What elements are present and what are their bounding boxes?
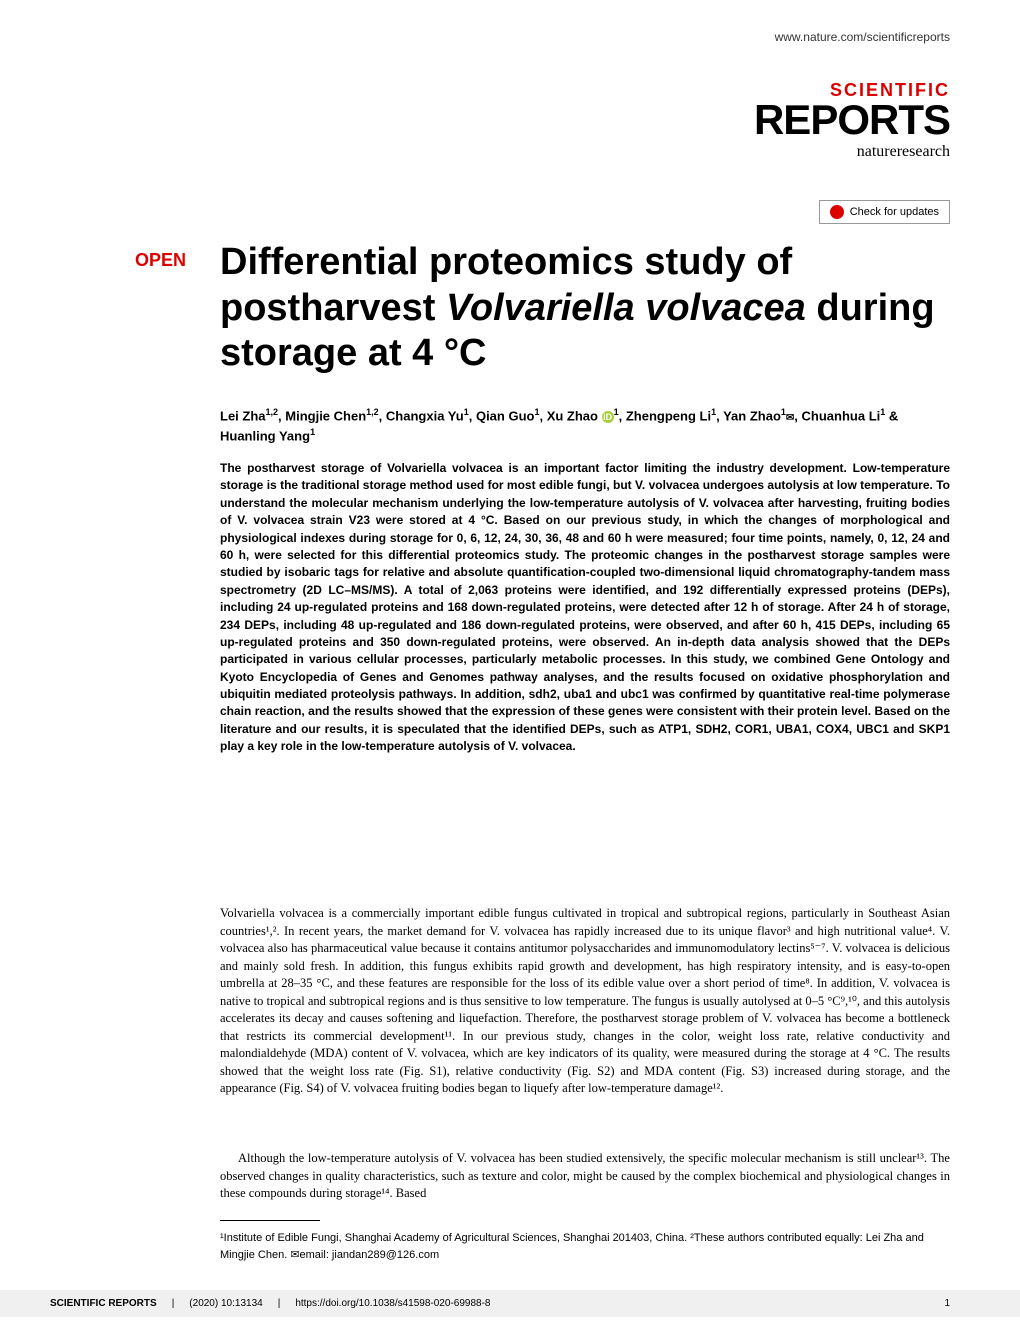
abstract: The postharvest storage of Volvariella v… bbox=[220, 460, 950, 756]
author-2: Mingjie Chen bbox=[285, 408, 366, 423]
affiliation-divider bbox=[220, 1220, 320, 1221]
footer-left: SCIENTIFIC REPORTS|(2020) 10:13134|https… bbox=[50, 1298, 490, 1309]
footer-doi: https://doi.org/10.1038/s41598-020-69988… bbox=[295, 1298, 490, 1309]
author-1-sup: 1,2 bbox=[266, 407, 279, 417]
author-6-sup: 1 bbox=[711, 407, 716, 417]
page-footer: SCIENTIFIC REPORTS|(2020) 10:13134|https… bbox=[0, 1290, 1020, 1317]
author-9-sup: 1 bbox=[310, 427, 315, 437]
title-italic: Volvariella volvacea bbox=[446, 287, 806, 329]
author-2-sup: 1,2 bbox=[366, 407, 379, 417]
author-6: Zhengpeng Li bbox=[626, 408, 711, 423]
orcid-icon[interactable]: iD bbox=[602, 411, 614, 423]
author-5-sup: 1 bbox=[614, 407, 619, 417]
article-title: Differential proteomics study of posthar… bbox=[220, 240, 950, 377]
check-updates-label: Check for updates bbox=[850, 206, 939, 218]
body-paragraph-1: Volvariella volvacea is a commercially i… bbox=[220, 905, 950, 1098]
footer-year: (2020) 10:13134 bbox=[189, 1298, 262, 1309]
body-paragraph-2: Although the low-temperature autolysis o… bbox=[220, 1150, 950, 1203]
journal-logo: SCIENTIFIC REPORTS natureresearch bbox=[754, 80, 950, 161]
author-8-sup: 1 bbox=[880, 407, 885, 417]
author-9: Huanling Yang bbox=[220, 428, 310, 443]
author-8: Chuanhua Li bbox=[802, 408, 881, 423]
author-7: Yan Zhao bbox=[723, 408, 781, 423]
author-4-sup: 1 bbox=[534, 407, 539, 417]
author-3: Changxia Yu bbox=[386, 408, 464, 423]
author-1: Lei Zha bbox=[220, 408, 266, 423]
author-3-sup: 1 bbox=[464, 407, 469, 417]
logo-reports: REPORTS bbox=[754, 101, 950, 139]
author-5: Xu Zhao bbox=[547, 408, 598, 423]
footer-page: 1 bbox=[944, 1298, 950, 1309]
authors-list: Lei Zha1,2, Mingjie Chen1,2, Changxia Yu… bbox=[220, 406, 950, 446]
check-updates-icon bbox=[830, 205, 844, 219]
affiliations: ¹Institute of Edible Fungi, Shanghai Aca… bbox=[220, 1230, 950, 1263]
author-4: Qian Guo bbox=[476, 408, 535, 423]
corresponding-icon: ✉ bbox=[786, 412, 794, 423]
open-access-label: OPEN bbox=[135, 250, 186, 271]
footer-journal: SCIENTIFIC REPORTS bbox=[50, 1298, 157, 1309]
logo-nature: natureresearch bbox=[754, 143, 950, 161]
header-url: www.nature.com/scientificreports bbox=[775, 30, 950, 44]
check-updates-button[interactable]: Check for updates bbox=[819, 200, 950, 224]
